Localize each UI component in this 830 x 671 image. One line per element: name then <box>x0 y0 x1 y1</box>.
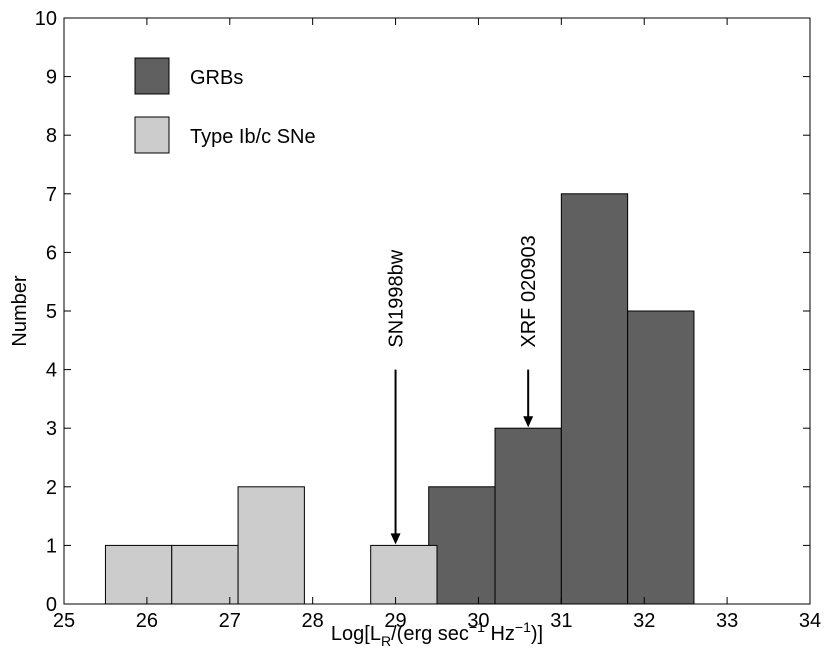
legend-swatch-type-ibc-sne <box>134 116 170 154</box>
bars-layer <box>104 193 695 605</box>
annotations-layer: SN1998bw XRF 020903 <box>386 235 540 545</box>
y-tick-label-10: 10 <box>35 8 57 30</box>
x-tick-label-26: 26 <box>136 610 158 632</box>
x-tick-label-28: 28 <box>302 610 324 632</box>
bar-type-ib-c-sne-2 <box>237 486 305 605</box>
bar-grbs-1 <box>494 427 562 605</box>
legend-label-type-ibc-sne: Type Ib/c SNe <box>190 126 316 148</box>
y-tick-label-7: 7 <box>46 184 57 206</box>
annotation-arrowhead-xrf-020903 <box>523 416 534 428</box>
bar-type-ib-c-sne-3 <box>370 544 438 605</box>
x-tick-label-27: 27 <box>219 610 241 632</box>
legend-swatch-grbs <box>134 57 170 95</box>
bar-grbs-2 <box>560 193 629 605</box>
annotation-label-sn1998bw: SN1998bw <box>386 249 408 347</box>
y-tick-label-6: 6 <box>46 242 57 264</box>
annotation-arrowhead-sn1998bw <box>390 533 401 545</box>
x-tick-label-29: 29 <box>384 610 406 632</box>
legend-label-grbs: GRBs <box>190 67 243 89</box>
bar-grbs-0 <box>428 486 496 605</box>
x-tick-label-33: 33 <box>716 610 738 632</box>
bar-grbs-3 <box>627 310 695 605</box>
y-tick-label-2: 2 <box>46 477 57 499</box>
bar-type-ib-c-sne-1 <box>171 544 239 605</box>
annotation-label-xrf-020903: XRF 020903 <box>518 235 540 347</box>
x-tick-label-25: 25 <box>53 610 75 632</box>
x-tick-label-32: 32 <box>633 610 655 632</box>
legend: GRBs Type Ib/c SNe <box>134 57 316 154</box>
y-tick-label-8: 8 <box>46 125 57 147</box>
y-tick-label-5: 5 <box>46 301 57 323</box>
y-tick-label-0: 0 <box>46 594 57 616</box>
y-axis-title: Number <box>9 275 31 346</box>
y-tick-label-4: 4 <box>46 360 57 382</box>
bar-type-ib-c-sne-0 <box>104 544 173 605</box>
x-tick-label-30: 30 <box>467 610 489 632</box>
x-tick-label-31: 31 <box>550 610 572 632</box>
y-tick-label-9: 9 <box>46 67 57 89</box>
y-tick-label-3: 3 <box>46 418 57 440</box>
x-tick-label-34: 34 <box>799 610 821 632</box>
y-tick-label-1: 1 <box>46 535 57 557</box>
x-axis-title: Log[LR/(erg sec−1 Hz−1)] <box>331 619 543 649</box>
